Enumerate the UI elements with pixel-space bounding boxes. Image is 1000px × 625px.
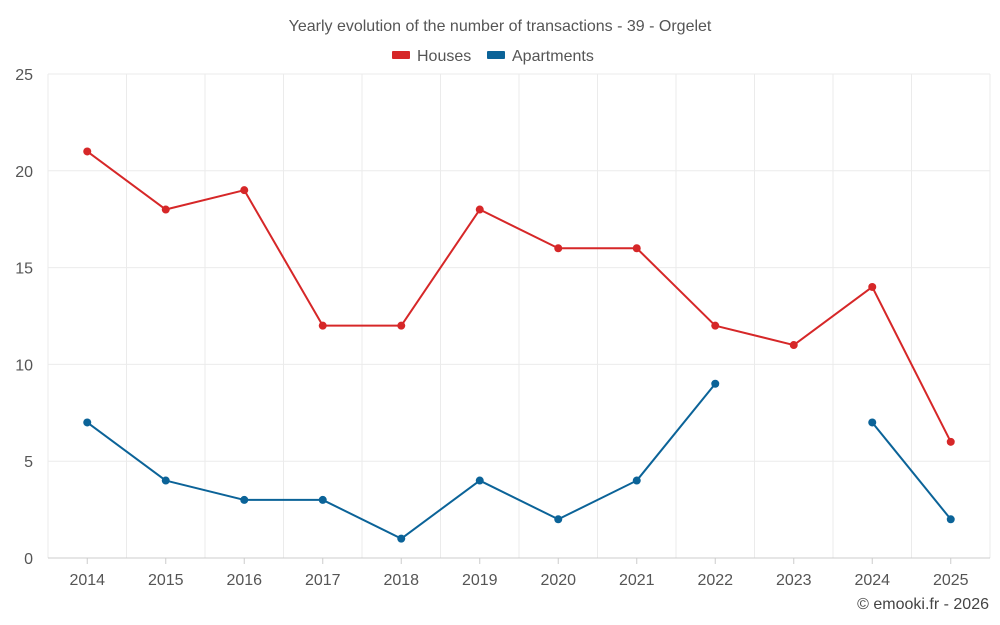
series-apartments — [83, 379, 955, 543]
y-tick-label: 15 — [15, 261, 33, 278]
legend-swatch-houses — [392, 51, 410, 59]
data-point-apartments[interactable] — [161, 476, 170, 485]
data-point-houses[interactable] — [397, 321, 406, 330]
series-houses — [83, 147, 955, 446]
data-point-apartments[interactable] — [318, 495, 327, 504]
series-layer — [83, 147, 955, 543]
legend-swatch-apartments — [487, 51, 505, 59]
x-tick-label: 2021 — [619, 572, 655, 589]
chart-title: Yearly evolution of the number of transa… — [289, 18, 712, 35]
data-point-houses[interactable] — [83, 147, 92, 156]
data-point-houses[interactable] — [318, 321, 327, 330]
series-line-houses — [86, 150, 952, 443]
x-tick-label: 2024 — [854, 572, 890, 589]
legend-label-apartments: Apartments — [512, 48, 594, 65]
x-tick-label: 2025 — [933, 572, 969, 589]
x-tick-label: 2020 — [540, 572, 576, 589]
data-point-apartments[interactable] — [632, 476, 641, 485]
data-point-apartments[interactable] — [240, 495, 249, 504]
x-tick-label: 2017 — [305, 572, 341, 589]
data-point-houses[interactable] — [946, 437, 955, 446]
data-point-houses[interactable] — [632, 244, 641, 253]
y-tick-label: 5 — [24, 454, 33, 471]
chart-legend[interactable]: Houses Apartments — [392, 48, 594, 65]
legend-label-houses: Houses — [417, 48, 471, 65]
y-tick-label: 20 — [15, 164, 33, 181]
data-point-apartments[interactable] — [946, 515, 955, 524]
x-tick-label: 2018 — [383, 572, 419, 589]
legend-item-houses[interactable]: Houses — [392, 48, 471, 65]
data-point-apartments[interactable] — [397, 534, 406, 543]
data-point-houses[interactable] — [475, 205, 484, 214]
x-tick-label: 2014 — [69, 572, 105, 589]
x-tick-label: 2019 — [462, 572, 498, 589]
x-tick-label: 2015 — [148, 572, 184, 589]
series-line-apartments — [871, 421, 952, 520]
data-point-houses[interactable] — [161, 205, 170, 214]
data-point-apartments[interactable] — [475, 476, 484, 485]
data-point-apartments[interactable] — [711, 379, 720, 388]
y-tick-label: 25 — [15, 67, 33, 84]
data-point-houses[interactable] — [868, 282, 877, 291]
data-point-houses[interactable] — [789, 341, 798, 350]
grid-layer — [47, 73, 991, 558]
credit-text: © emooki.fr - 2026 — [857, 596, 989, 613]
x-tick-label: 2023 — [776, 572, 812, 589]
x-tick-label: 2022 — [697, 572, 733, 589]
data-point-apartments[interactable] — [868, 418, 877, 427]
y-tick-label: 10 — [15, 357, 33, 374]
legend-item-apartments[interactable]: Apartments — [487, 48, 594, 65]
data-point-apartments[interactable] — [83, 418, 92, 427]
x-tick-label: 2016 — [226, 572, 262, 589]
data-point-apartments[interactable] — [554, 515, 563, 524]
data-point-houses[interactable] — [554, 244, 563, 253]
y-tick-label: 0 — [24, 551, 33, 568]
data-point-houses[interactable] — [711, 321, 720, 330]
data-point-houses[interactable] — [240, 186, 249, 195]
